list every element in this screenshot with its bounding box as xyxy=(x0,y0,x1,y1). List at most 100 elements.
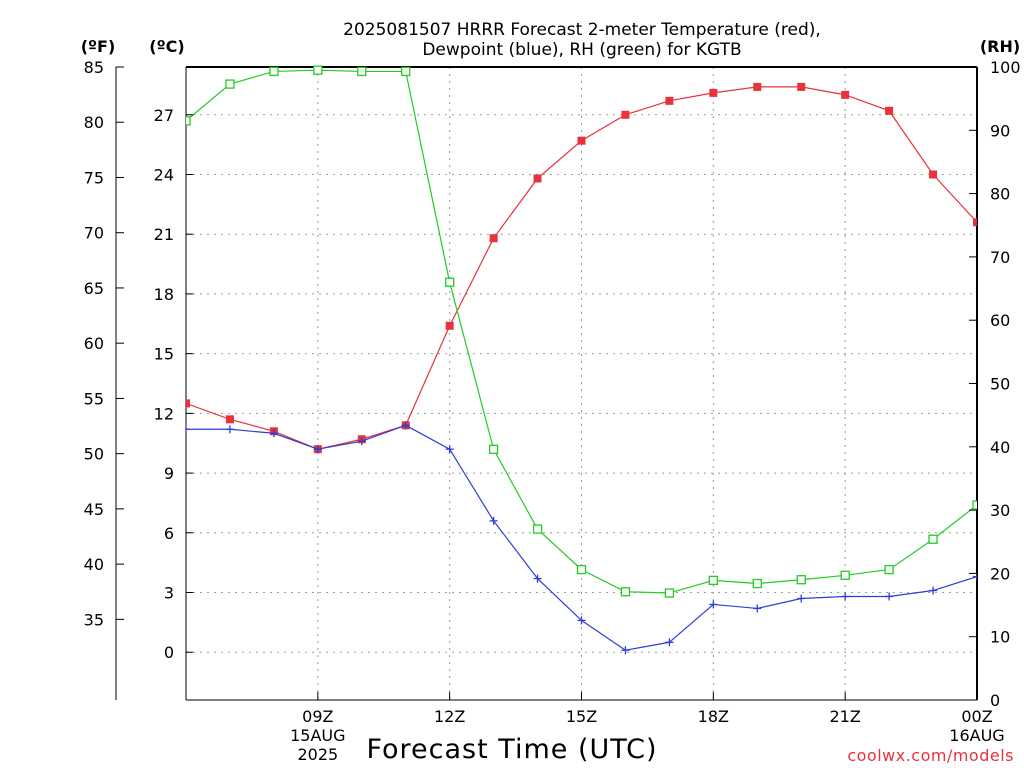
fahrenheit-tick-label: 65 xyxy=(84,279,104,298)
tick-labels: 35 40 45 50 55 60 65 70 75 80 85 0 3 6 9 12 15 18 21 24 27 0 1… xyxy=(84,58,1021,764)
x-tick-label: 12Z xyxy=(434,707,465,726)
temperature-point xyxy=(489,234,498,243)
celsius-tick-label: 9 xyxy=(164,464,174,483)
rh-tick-label: 10 xyxy=(990,628,1010,647)
celsius-tick-label: 3 xyxy=(164,584,174,603)
dewpoint-point xyxy=(357,437,366,446)
rh-point xyxy=(401,66,411,77)
celsius-tick-label: 21 xyxy=(154,225,174,244)
chart-title-line-2: Dewpoint (blue), RH (green) for KGTB xyxy=(422,40,741,60)
rh-point xyxy=(532,524,543,534)
fahrenheit-tick-label: 80 xyxy=(84,113,104,132)
x-tick-sublabel: 15AUG xyxy=(290,726,345,745)
fahrenheit-tick-label: 35 xyxy=(84,610,104,629)
fahrenheit-tick-label: 75 xyxy=(84,168,104,187)
dewpoint-point xyxy=(533,574,542,583)
celsius-tick-label: 24 xyxy=(154,165,174,184)
dewpoint-point xyxy=(665,638,674,647)
celsius-tick-label: 12 xyxy=(154,404,174,423)
x-axis-label: Forecast Time (UTC) xyxy=(366,734,657,765)
rh-tick-label: 100 xyxy=(990,58,1021,77)
dewpoint-point xyxy=(797,594,806,603)
temperature-point xyxy=(885,106,894,115)
celsius-tick-label: 18 xyxy=(154,285,174,304)
temperature-point xyxy=(753,82,762,91)
rh-point xyxy=(752,578,762,589)
x-tick-label: 09Z xyxy=(302,707,333,726)
rh-tick-label: 70 xyxy=(990,248,1010,267)
celsius-tick-label: 27 xyxy=(154,106,174,125)
celsius-tick-label: 15 xyxy=(154,345,174,364)
dewpoint-point xyxy=(445,445,454,454)
fahrenheit-tick-label: 40 xyxy=(84,555,104,574)
rh-tick-label: 50 xyxy=(990,375,1010,394)
temperature-point xyxy=(797,82,806,91)
temperature-point xyxy=(621,110,630,119)
rh-point xyxy=(576,564,587,575)
x-tick-sublabel: 2025 xyxy=(297,745,338,764)
dewpoint-point xyxy=(401,421,410,430)
dewpoint-series xyxy=(186,421,977,655)
axes xyxy=(115,66,978,701)
rh-tick-label: 90 xyxy=(990,121,1010,140)
temperature-point xyxy=(929,170,938,179)
x-tick-label: 00Z xyxy=(961,707,992,726)
rh-point xyxy=(664,588,675,598)
x-tick-label: 18Z xyxy=(698,707,729,726)
dewpoint-point xyxy=(929,586,938,595)
rh-point xyxy=(884,564,894,575)
rh-point xyxy=(269,66,279,77)
chart-title-line-1: 2025081507 HRRR Forecast 2-meter Tempera… xyxy=(343,20,821,40)
fahrenheit-tick-label: 85 xyxy=(84,58,104,77)
fahrenheit-tick-label: 50 xyxy=(84,445,104,464)
celsius-unit-label: (ºC) xyxy=(149,37,184,56)
rh-point xyxy=(620,587,631,597)
rh-point xyxy=(225,79,235,89)
dewpoint-point xyxy=(225,425,234,434)
rh-point xyxy=(445,277,455,287)
rh-tick-label: 30 xyxy=(990,501,1010,520)
rh-point xyxy=(357,66,367,77)
rh-line xyxy=(186,69,977,594)
rh-point xyxy=(708,575,718,586)
temperature-point xyxy=(225,415,234,424)
fahrenheit-tick-label: 55 xyxy=(84,389,104,408)
rh-point xyxy=(313,65,323,75)
fahrenheit-unit-label: (ºF) xyxy=(81,37,116,56)
fahrenheit-tick-label: 60 xyxy=(84,334,104,353)
temperature-point xyxy=(665,96,674,105)
dewpoint-point xyxy=(489,516,498,525)
rh-series xyxy=(186,65,977,598)
fahrenheit-tick-label: 45 xyxy=(84,500,104,519)
dewpoint-point xyxy=(313,445,322,454)
rh-tick-label: 20 xyxy=(990,564,1010,583)
temperature-point xyxy=(577,136,586,145)
dewpoint-point xyxy=(973,572,977,581)
dewpoint-point xyxy=(621,646,630,655)
dewpoint-point xyxy=(753,604,762,613)
fahrenheit-tick-label: 70 xyxy=(84,224,104,243)
temperature-point xyxy=(186,399,190,408)
rh-point xyxy=(488,444,499,454)
temperature-point xyxy=(533,174,542,183)
temperature-point xyxy=(709,88,718,97)
dewpoint-point xyxy=(186,425,190,434)
rh-tick-label: 0 xyxy=(990,691,1000,710)
x-tick-sublabel: 16AUG xyxy=(949,726,1004,745)
celsius-tick-label: 0 xyxy=(164,643,174,662)
temperature-point xyxy=(973,218,977,227)
temperature-point xyxy=(841,90,850,99)
rh-point xyxy=(796,575,806,585)
x-tick-label: 15Z xyxy=(566,707,597,726)
grid xyxy=(186,67,978,700)
source-credit: coolwx.com/models xyxy=(847,746,1014,765)
dewpoint-point xyxy=(709,600,718,609)
rh-tick-label: 40 xyxy=(990,438,1010,457)
dewpoint-point xyxy=(841,592,850,601)
rh-unit-label: (RH) xyxy=(980,37,1020,56)
temperature-point xyxy=(445,321,454,330)
dewpoint-point xyxy=(885,592,894,601)
rh-tick-label: 80 xyxy=(990,185,1010,204)
x-tick-label: 21Z xyxy=(830,707,861,726)
